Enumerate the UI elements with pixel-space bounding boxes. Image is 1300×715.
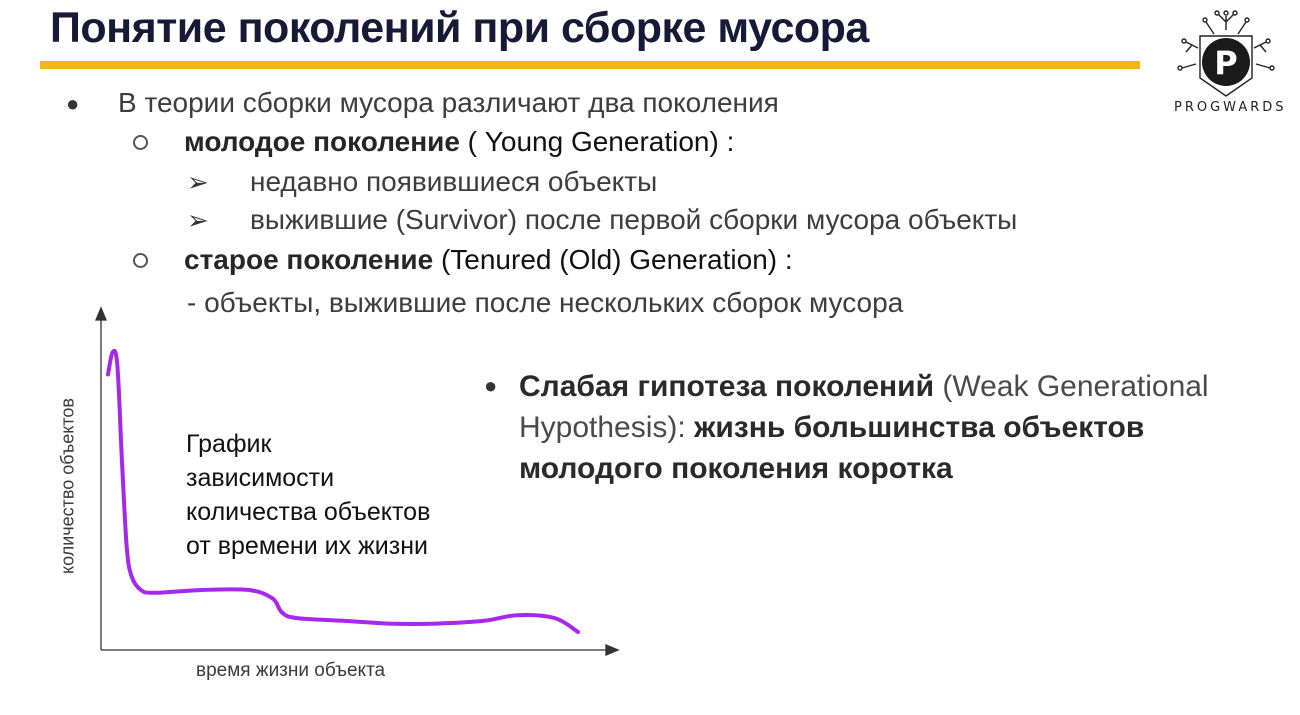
old-generation-term: старое поколение [184, 244, 434, 275]
logo-text: PROGWARDS [1174, 100, 1287, 115]
hypothesis-english: (Weak Generational Hypothesis): [519, 370, 1209, 444]
young-generation-english: ( Young Generation) : [459, 126, 735, 157]
y-axis-label: количество объектов [57, 398, 78, 574]
circle-bullet-icon [133, 253, 148, 268]
old-generation-line: старое поколение (Tenured (Old) Generati… [184, 244, 793, 276]
x-axis-arrow-icon [605, 644, 620, 656]
old-generation-english: (Tenured (Old) Generation) : [433, 244, 793, 275]
hypothesis-term: Слабая гипотеза поколений [519, 370, 935, 403]
title-underline [40, 61, 1140, 69]
y-axis-arrow-icon [95, 306, 107, 321]
intro-text: В теории сборки мусора различают два пок… [118, 87, 779, 118]
arrow-bullet-icon: ➢ [187, 205, 209, 235]
graph-caption-line: зависимости [186, 464, 335, 492]
arrow-bullet-icon: ➢ [187, 167, 209, 197]
progwards-logo-icon: P [1177, 10, 1275, 97]
lifetime-curve [106, 348, 580, 634]
graph-caption-line: от времени их жизни [186, 532, 428, 560]
young-generation-term: молодое поколение [184, 126, 460, 157]
young-item: выжившие (Survivor) после первой сборки … [250, 204, 1018, 235]
weak-generational-hypothesis: Слабая гипотеза поколений (Weak Generati… [519, 366, 1259, 489]
old-item: - объекты, выжившие после нескольких сбо… [187, 287, 904, 318]
graph-caption: График зависимости количества объектов о… [186, 427, 430, 563]
graph-caption-line: График [186, 430, 272, 458]
bullet-dot-icon: ● [484, 373, 498, 398]
graph-caption-line: количества объектов [186, 498, 431, 526]
circle-bullet-icon [133, 135, 148, 150]
hypothesis-conclusion: жизнь большинства объектов молодого поко… [519, 411, 1145, 485]
young-item: недавно появившиеся объекты [250, 166, 658, 197]
x-axis-label: время жизни объекта [196, 660, 386, 681]
slide-title: Понятие поколений при сборке мусора [50, 4, 869, 52]
bullet-dot-icon: ● [66, 91, 80, 116]
young-generation-line: молодое поколение ( Young Generation) : [184, 126, 734, 158]
logo-letter: P [1214, 44, 1237, 82]
